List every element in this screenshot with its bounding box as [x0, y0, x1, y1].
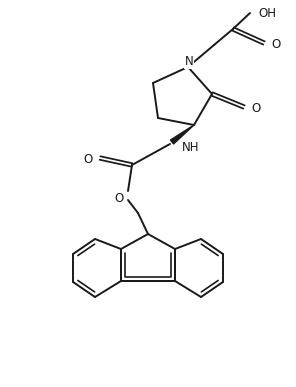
Text: OH: OH	[258, 7, 276, 20]
Polygon shape	[170, 125, 194, 144]
Text: NH: NH	[182, 141, 200, 154]
Text: O: O	[114, 192, 124, 205]
Text: N: N	[185, 55, 193, 68]
Text: O: O	[271, 38, 280, 51]
Text: O: O	[84, 153, 93, 166]
Text: O: O	[251, 102, 260, 115]
